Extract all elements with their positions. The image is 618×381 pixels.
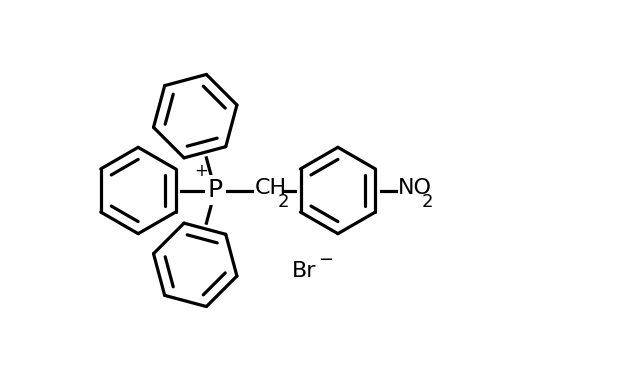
Text: NO: NO	[397, 178, 431, 198]
Text: CH: CH	[255, 178, 287, 198]
Text: +: +	[194, 162, 208, 180]
Text: −: −	[318, 251, 334, 269]
Text: P: P	[208, 179, 222, 202]
Text: Br: Br	[292, 261, 316, 281]
Text: 2: 2	[278, 193, 289, 211]
Text: 2: 2	[421, 193, 433, 211]
